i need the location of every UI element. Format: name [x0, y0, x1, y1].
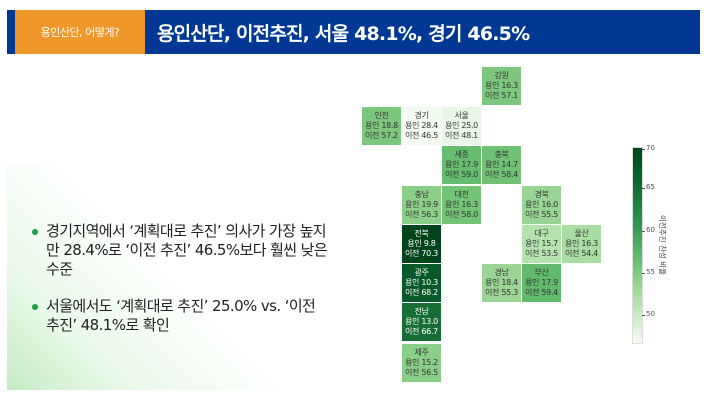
ijeon-value: 이전 57.2: [365, 131, 398, 140]
yongin-value: 용인 16.0: [525, 200, 558, 209]
yongin-value: 용인 16.3: [565, 239, 598, 248]
region-name: 대전: [454, 190, 469, 199]
ijeon-value: 이전 57.1: [485, 91, 518, 100]
region-tile: 경남 용인 18.4 이전 55.3: [482, 264, 521, 302]
colorbar-tick: 50: [642, 310, 655, 318]
colorbar-label: 이전추진 찬성 비율: [658, 215, 667, 275]
region-tile: 충남 용인 19.9 이전 56.3: [402, 186, 441, 224]
yongin-value: 용인 15.7: [525, 239, 558, 248]
region-tile: 경북 용인 16.0 이전 55.5: [522, 186, 561, 224]
region-name: 울산: [574, 229, 589, 238]
region-name: 전남: [414, 307, 429, 316]
bullet-dot-icon: [32, 229, 38, 235]
region-tile: 울산 용인 16.3 이전 54.4: [562, 225, 601, 263]
colorbar-tick: 70: [642, 144, 655, 152]
region-tile: 광주 용인 10.3 이전 68.2: [402, 264, 441, 302]
region-tile: 부산 용인 17.9 이전 59.4: [522, 264, 561, 302]
yongin-value: 용인 14.7: [485, 160, 518, 169]
region-tile: 서울 용인 25.0 이전 48.1: [442, 107, 481, 145]
yongin-value: 용인 13.0: [405, 317, 438, 326]
yongin-value: 용인 28.4: [405, 121, 438, 130]
bullet-list: 경기지역에서 ‘계획대로 추진’ 의사가 가장 높지만 28.4%로 ‘이전 추…: [30, 222, 330, 353]
ijeon-value: 이전 70.3: [405, 249, 438, 258]
region-name: 전북: [414, 229, 429, 238]
region-tile: 세종 용인 17.9 이전 59.0: [442, 146, 481, 184]
region-tile: 전북 용인 9.8 이전 70.3: [402, 225, 441, 263]
region-name: 광주: [414, 268, 429, 277]
yongin-value: 용인 17.9: [525, 278, 558, 287]
region-name: 경기: [414, 111, 429, 120]
region-name: 강원: [494, 71, 509, 80]
yongin-value: 용인 16.3: [485, 81, 518, 90]
yongin-value: 용인 19.9: [405, 200, 438, 209]
page-title: 용인산단, 이전추진, 서울 48.1%, 경기 46.5%: [157, 22, 530, 45]
ijeon-value: 이전 54.4: [565, 249, 598, 258]
region-tile: 전남 용인 13.0 이전 66.7: [402, 303, 441, 341]
bullet-text: 경기지역에서 ‘계획대로 추진’ 의사가 가장 높지만 28.4%로 ‘이전 추…: [46, 222, 328, 278]
colorbar-tick: 55: [642, 268, 655, 276]
ijeon-value: 이전 55.5: [525, 210, 558, 219]
region-tile: 인천 용인 18.8 이전 57.2: [362, 107, 401, 145]
yongin-value: 용인 10.3: [405, 278, 438, 287]
region-tile: 제주 용인 15.2 이전 56.5: [402, 344, 441, 382]
ijeon-value: 이전 58.4: [485, 170, 518, 179]
region-name: 충북: [494, 150, 509, 159]
colorbar-tick: 60: [642, 226, 655, 234]
ijeon-value: 이전 58.0: [445, 210, 478, 219]
region-name: 서울: [454, 111, 469, 120]
ijeon-value: 이전 48.1: [445, 131, 478, 140]
region-name: 제주: [414, 348, 429, 357]
region-name: 경남: [494, 268, 509, 277]
ijeon-value: 이전 56.5: [405, 368, 438, 377]
yongin-value: 용인 9.8: [407, 239, 436, 248]
region-name: 세종: [454, 150, 469, 159]
ijeon-value: 이전 56.3: [405, 210, 438, 219]
region-tile: 대구 용인 15.7 이전 53.5: [522, 225, 561, 263]
yongin-value: 용인 18.4: [485, 278, 518, 287]
region-tile: 충북 용인 14.7 이전 58.4: [482, 146, 521, 184]
region-name: 대구: [534, 229, 549, 238]
ijeon-value: 이전 59.0: [445, 170, 478, 179]
region-name: 경북: [534, 190, 549, 199]
decorative-gradient: [7, 165, 307, 390]
bullet-item-gyeonggi: 경기지역에서 ‘계획대로 추진’ 의사가 가장 높지만 28.4%로 ‘이전 추…: [30, 222, 330, 279]
ijeon-value: 이전 55.3: [485, 288, 518, 297]
yongin-value: 용인 17.9: [445, 160, 478, 169]
colorbar-tick: 65: [642, 183, 655, 191]
ijeon-value: 이전 46.5: [405, 131, 438, 140]
region-name: 충남: [414, 190, 429, 199]
bullet-text: 서울에서도 ‘계획대로 추진’ 25.0% vs. ‘이전 추진’ 48.1%로…: [46, 297, 316, 334]
region-name: 인천: [374, 111, 389, 120]
region-tile: 강원 용인 16.3 이전 57.1: [482, 67, 521, 105]
header-bar: 용인산단, 어떻게? 용인산단, 이전추진, 서울 48.1%, 경기 46.5…: [7, 10, 700, 54]
yongin-value: 용인 25.0: [445, 121, 478, 130]
yongin-value: 용인 18.8: [365, 121, 398, 130]
colorbar: [632, 147, 643, 344]
section-tag: 용인산단, 어떻게?: [15, 10, 145, 54]
bullet-item-seoul: 서울에서도 ‘계획대로 추진’ 25.0% vs. ‘이전 추진’ 48.1%로…: [30, 297, 330, 335]
region-tile: 대전 용인 16.3 이전 58.0: [442, 186, 481, 224]
bullet-dot-icon: [32, 304, 38, 310]
region-name: 부산: [534, 268, 549, 277]
ijeon-value: 이전 59.4: [525, 288, 558, 297]
ijeon-value: 이전 53.5: [525, 249, 558, 258]
ijeon-value: 이전 68.2: [405, 288, 438, 297]
yongin-value: 용인 15.2: [405, 358, 438, 367]
yongin-value: 용인 16.3: [445, 200, 478, 209]
ijeon-value: 이전 66.7: [405, 327, 438, 336]
region-tile: 경기 용인 28.4 이전 46.5: [402, 107, 441, 145]
